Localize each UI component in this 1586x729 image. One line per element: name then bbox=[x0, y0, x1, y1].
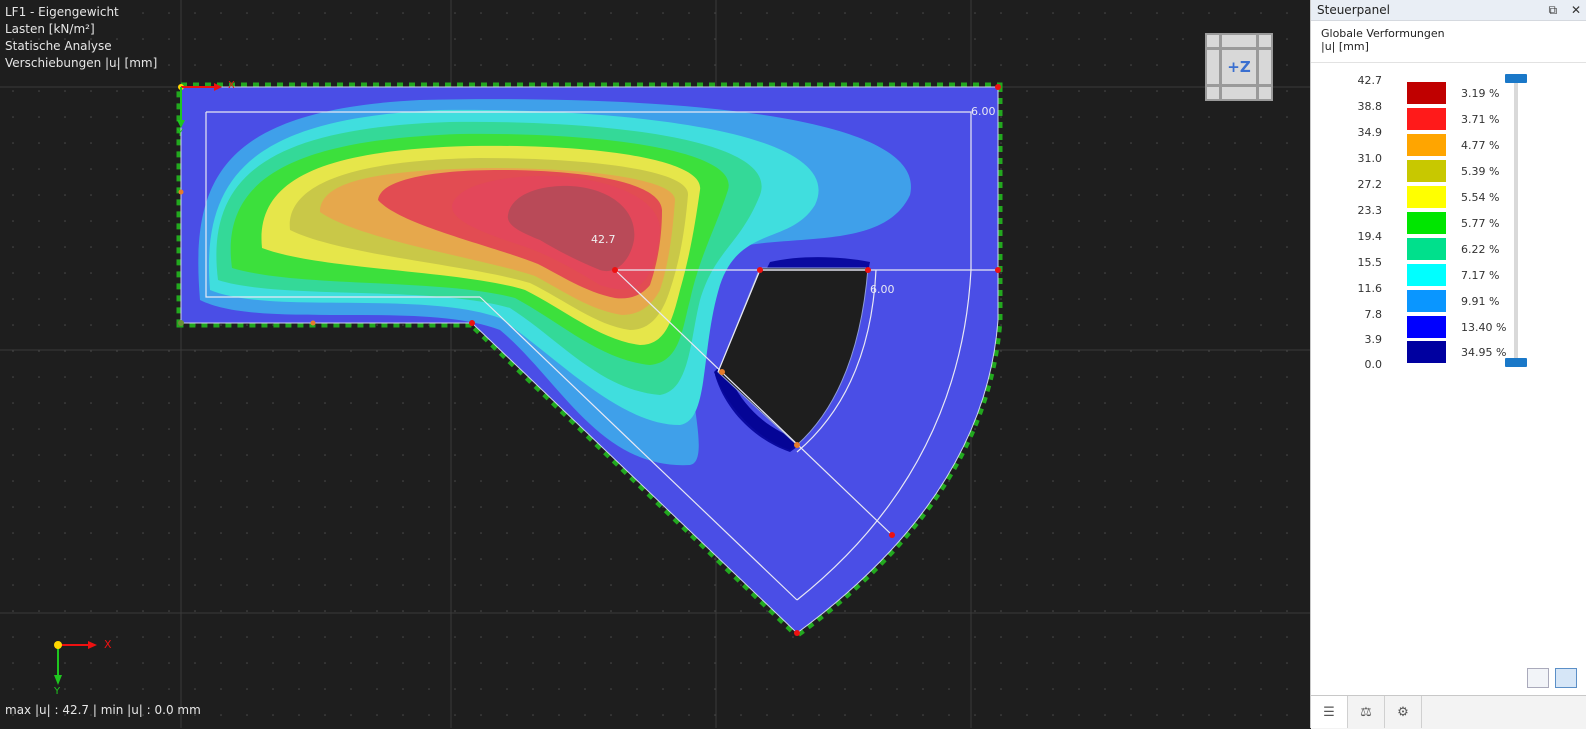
control-panel: Steuerpanel ⧉ ✕ Globale Verformungen |u|… bbox=[1310, 0, 1586, 729]
model-axis-y-label: Y bbox=[177, 128, 184, 139]
tab-balance-icon[interactable]: ⚖ bbox=[1348, 696, 1385, 728]
result-info: LF1 - Eigengewicht Lasten [kN/m²] Statis… bbox=[5, 4, 157, 72]
load-unit-label: Lasten [kN/m²] bbox=[5, 22, 95, 36]
legend-value: 0.0 bbox=[1364, 358, 1383, 371]
panel-toolbar bbox=[1527, 668, 1577, 688]
legend-percent: 6.22 % bbox=[1461, 243, 1500, 256]
legend-percent: 7.17 % bbox=[1461, 269, 1500, 282]
panel-titlebar: Steuerpanel ⧉ ✕ bbox=[1311, 0, 1586, 21]
legend-value: 23.3 bbox=[1357, 204, 1383, 217]
tab-color-scale-icon[interactable]: ☰ bbox=[1311, 696, 1348, 728]
legend-value: 7.8 bbox=[1364, 308, 1383, 321]
panel-heading: Globale Verformungen |u| [mm] bbox=[1311, 21, 1586, 63]
results-canvas[interactable] bbox=[0, 0, 1310, 728]
legend-swatch bbox=[1406, 133, 1447, 157]
dimension-label-arc: 6.00 bbox=[870, 283, 895, 296]
legend-percent: 5.77 % bbox=[1461, 217, 1500, 230]
legend-swatch bbox=[1406, 81, 1447, 105]
color-scale-settings-icon[interactable] bbox=[1555, 668, 1577, 688]
legend-percent: 5.54 % bbox=[1461, 191, 1500, 204]
range-slider-max-handle[interactable] bbox=[1505, 74, 1527, 83]
panel-tabs: ☰ ⚖ ⚙ bbox=[1311, 695, 1586, 729]
legend-value: 42.7 bbox=[1357, 74, 1383, 87]
legend-value: 15.5 bbox=[1357, 256, 1383, 269]
dimension-label-top: 6.00 bbox=[971, 105, 996, 118]
tab-settings-icon[interactable]: ⚙ bbox=[1385, 696, 1422, 728]
legend-percent: 3.19 % bbox=[1461, 87, 1500, 100]
view-cube[interactable]: +Z bbox=[1205, 33, 1273, 101]
legend-swatch bbox=[1406, 315, 1447, 339]
legend-percent: 4.77 % bbox=[1461, 139, 1500, 152]
legend-swatch bbox=[1406, 107, 1447, 131]
model-viewport[interactable]: 42.7 6.00 6.00 X Y X Y LF1 - Eigengewich… bbox=[0, 0, 1310, 728]
range-slider-track[interactable] bbox=[1514, 76, 1518, 366]
max-value-label: 42.7 bbox=[591, 233, 616, 246]
result-quantity-label: Verschiebungen |u| [mm] bbox=[5, 56, 158, 70]
legend-swatch bbox=[1406, 340, 1447, 364]
result-type-label: Globale Verformungen bbox=[1321, 27, 1445, 40]
legend-percent: 5.39 % bbox=[1461, 165, 1500, 178]
panel-settings-icon[interactable] bbox=[1527, 668, 1549, 688]
axis-triad bbox=[54, 641, 97, 685]
legend-value: 38.8 bbox=[1357, 100, 1383, 113]
legend-swatch bbox=[1406, 289, 1447, 313]
legend-swatch bbox=[1406, 263, 1447, 287]
legend-swatch bbox=[1406, 185, 1447, 209]
legend-percent: 9.91 % bbox=[1461, 295, 1500, 308]
legend-value: 34.9 bbox=[1357, 126, 1383, 139]
restore-window-icon[interactable]: ⧉ bbox=[1548, 2, 1558, 17]
legend-value: 31.0 bbox=[1357, 152, 1383, 165]
legend-percent: 3.71 % bbox=[1461, 113, 1500, 126]
range-slider-min-handle[interactable] bbox=[1505, 358, 1527, 367]
axis-x-label: X bbox=[104, 638, 112, 651]
result-unit-label: |u| [mm] bbox=[1321, 40, 1369, 53]
min-max-status: max |u| : 42.7 | min |u| : 0.0 mm bbox=[5, 703, 201, 717]
load-case-label: LF1 - Eigengewicht bbox=[5, 5, 119, 19]
dimension-lines bbox=[205, 111, 998, 601]
plate-outline bbox=[180, 86, 999, 634]
opening bbox=[717, 267, 869, 446]
legend-value: 11.6 bbox=[1357, 282, 1383, 295]
model-axes bbox=[177, 83, 222, 128]
legend-value: 3.9 bbox=[1364, 333, 1383, 346]
close-icon[interactable]: ✕ bbox=[1570, 2, 1581, 17]
legend-percent: 13.40 % bbox=[1461, 321, 1507, 334]
axis-y-label: Y bbox=[54, 686, 61, 697]
legend-value: 19.4 bbox=[1357, 230, 1383, 243]
analysis-type-label: Statische Analyse bbox=[5, 39, 112, 53]
panel-title: Steuerpanel bbox=[1317, 3, 1390, 17]
legend-swatch bbox=[1406, 237, 1447, 261]
legend-swatch bbox=[1406, 159, 1447, 183]
legend-percent: 34.95 % bbox=[1461, 346, 1507, 359]
legend-value: 27.2 bbox=[1357, 178, 1383, 191]
view-cube-label: +Z bbox=[1227, 58, 1251, 76]
model-axis-x-label: X bbox=[228, 80, 235, 91]
legend-swatch bbox=[1406, 211, 1447, 235]
